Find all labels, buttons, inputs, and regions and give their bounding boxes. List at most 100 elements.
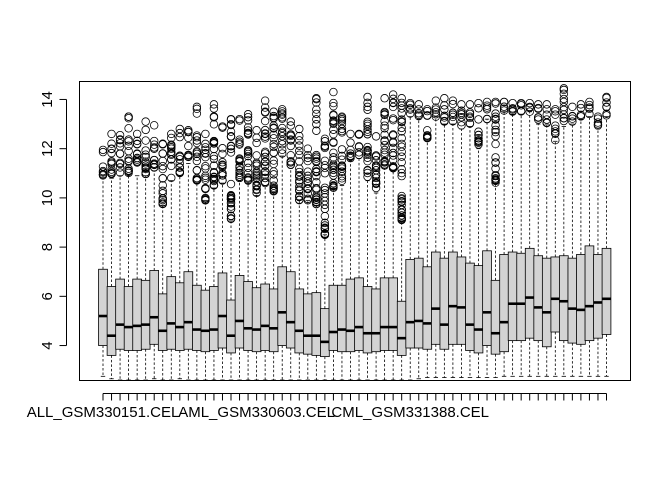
outlier-point [243,163,253,173]
outlier-point [388,94,398,104]
outlier-point [278,149,287,158]
outlier-point [542,105,551,114]
outlier-point [252,159,261,169]
outlier-point [534,100,543,109]
box-12 [192,102,202,381]
box-body [516,252,526,342]
box-body [396,300,407,356]
outlier-point [397,115,406,124]
outlier-point [107,139,116,148]
outlier-point [602,98,611,107]
outlier-point [158,156,167,166]
outlier-point [388,143,398,153]
outlier-point [243,129,253,138]
outlier-point [235,170,244,180]
outlier-point [431,112,441,121]
outliers [132,129,142,167]
outlier-point [218,169,227,178]
outlier-point [491,127,500,137]
outlier-point [346,149,355,158]
outlier-point [329,117,338,126]
outlier-point [363,117,372,127]
outlier-point [175,152,185,162]
outlier-point [593,112,603,121]
outlier-point [491,112,500,121]
outlier-point [269,111,278,121]
outliers [559,84,569,126]
box-body [98,268,108,346]
outlier-point [320,183,330,192]
box-46 [482,97,492,378]
y-tick-label: 4 [39,341,56,349]
outlier-point [448,99,458,109]
outliers [474,98,483,149]
outlier-point [320,169,330,178]
outlier-point [209,104,219,113]
outlier-point [303,153,313,163]
outlier-point [397,133,406,143]
outlier-point [201,143,210,152]
outlier-point [184,133,193,143]
outlier-point [141,146,150,155]
outlier-point [150,121,159,130]
outliers [269,107,278,196]
outlier-point [337,128,347,137]
box-body [226,299,236,354]
box-52 [533,100,544,377]
outlier-point [329,148,338,158]
outlier-point [491,109,500,118]
outlier-point [252,185,261,195]
box-body [149,270,160,345]
outlier-point [312,198,321,207]
outlier-point [201,129,210,139]
outlier-point [525,98,534,108]
box-31 [354,129,364,381]
outlier-point [337,145,347,154]
outlier-point [260,129,270,139]
box-49 [507,98,518,377]
outlier-point [260,152,270,162]
outlier-point [226,142,236,151]
outlier-point [295,124,304,134]
outlier-point [559,116,569,126]
x-tick-label: AML_GSM330603.CEL [178,404,335,421]
outlier-point [218,160,227,169]
outlier-point [209,120,219,129]
outlier-point [388,115,398,125]
outlier-point [329,155,338,165]
outlier-point [201,195,210,204]
outlier-point [124,154,133,163]
y-tick-label: 12 [39,140,56,157]
outlier-point [260,170,270,179]
outlier-point [499,102,509,111]
outlier-point [388,155,398,165]
outlier-point [448,112,458,122]
outlier-point [312,115,321,124]
outlier-point [192,166,202,175]
outlier-point [363,119,372,128]
outlier-point [192,131,202,140]
outlier-point [363,105,372,114]
outlier-point [312,109,321,119]
outlier-point [269,134,278,143]
outlier-point [124,168,133,178]
outlier-point [235,135,244,144]
outlier-point [491,164,500,173]
outlier-point [380,160,389,169]
box-body [465,262,475,351]
outlier-point [320,230,330,239]
outlier-point [107,144,116,153]
outlier-point [226,211,236,221]
outlier-point [491,176,500,186]
y-tick-label: 10 [39,190,56,207]
outliers [465,100,475,128]
outlier-point [542,100,551,109]
outlier-point [158,199,167,209]
outlier-point [414,105,423,114]
outliers [260,96,270,188]
outlier-point [226,120,236,130]
outlier-point [158,139,167,148]
outlier-point [269,170,278,179]
outlier-point [252,177,261,186]
